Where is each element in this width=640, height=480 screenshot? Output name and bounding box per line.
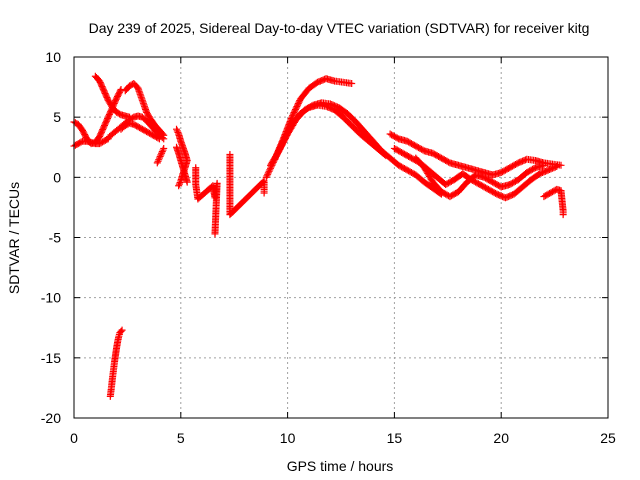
data-point: [154, 157, 162, 165]
axis-ticks: 0 5 10 15 20 25 -20 -15 -10 -5 0 5 10: [41, 49, 616, 446]
data-point: [551, 163, 559, 171]
y-tick-label: 10: [45, 49, 61, 65]
data-points: [70, 72, 567, 400]
x-tick-label: 25: [600, 430, 616, 446]
data-point: [158, 149, 166, 157]
data-point: [277, 142, 285, 150]
y-tick-label: -15: [41, 350, 61, 366]
data-point: [271, 154, 279, 162]
data-series: [412, 154, 548, 201]
data-point: [276, 143, 284, 151]
data-point: [289, 112, 297, 120]
data-point: [173, 127, 181, 135]
data-series: [153, 144, 168, 167]
data-point: [160, 144, 168, 152]
data-point: [154, 134, 162, 142]
data-point: [553, 163, 561, 171]
data-point: [276, 145, 284, 153]
data-series: [121, 79, 168, 139]
data-point: [263, 172, 271, 180]
data-series: [106, 326, 126, 400]
data-point: [175, 182, 183, 190]
y-axis-label: SDTVAR / TECUs: [6, 182, 22, 294]
data-series: [540, 185, 567, 219]
data-point: [294, 101, 302, 109]
data-point: [382, 152, 390, 160]
data-point: [264, 169, 272, 177]
data-point: [156, 152, 164, 160]
data-point: [266, 166, 274, 174]
data-point: [158, 148, 166, 156]
x-tick-label: 0: [70, 430, 78, 446]
data-point: [271, 155, 279, 163]
data-point: [173, 125, 181, 133]
chart-title: Day 239 of 2025, Sidereal Day-to-day VTE…: [89, 20, 590, 36]
data-point: [381, 151, 389, 159]
data-point: [117, 327, 125, 335]
data-point: [260, 189, 268, 197]
data-point: [294, 100, 302, 108]
data-point: [291, 106, 299, 114]
data-point: [155, 154, 163, 162]
data-point: [159, 146, 167, 154]
data-point: [293, 103, 301, 111]
data-point: [183, 178, 191, 186]
data-point: [153, 159, 161, 167]
data-point: [155, 135, 163, 143]
data-point: [155, 156, 163, 164]
data-series: [271, 101, 390, 163]
data-point: [289, 110, 297, 118]
data-series: [192, 150, 268, 238]
data-point: [295, 98, 303, 106]
data-point: [559, 211, 567, 219]
data-point: [177, 177, 185, 185]
data-point: [278, 140, 286, 148]
data-point: [157, 151, 165, 159]
data-point: [159, 130, 167, 138]
x-tick-label: 15: [387, 430, 403, 446]
y-tick-label: -10: [41, 290, 61, 306]
data-point: [291, 107, 299, 115]
y-tick-label: 0: [53, 169, 61, 185]
data-point: [274, 148, 282, 156]
data-point: [540, 161, 548, 169]
data-point: [118, 326, 126, 334]
data-point: [262, 173, 270, 181]
data-point: [175, 180, 183, 188]
data-point: [273, 151, 281, 159]
data-point: [174, 128, 182, 136]
data-point: [292, 104, 300, 112]
x-tick-label: 5: [177, 430, 185, 446]
data-point: [160, 131, 168, 139]
data-series: [117, 119, 163, 143]
y-tick-label: -20: [41, 410, 61, 426]
data-point: [265, 167, 273, 175]
x-tick-label: 20: [493, 430, 509, 446]
x-axis-label: GPS time / hours: [287, 458, 394, 474]
data-series: [173, 143, 191, 186]
data-point: [348, 79, 356, 87]
data-point: [274, 149, 282, 157]
data-point: [275, 146, 283, 154]
y-tick-label: 5: [53, 109, 61, 125]
data-point: [264, 170, 272, 178]
data-point: [557, 161, 565, 169]
data-point: [290, 109, 298, 117]
data-point: [211, 230, 219, 238]
data-point: [272, 152, 280, 160]
y-tick-label: -5: [49, 230, 62, 246]
x-tick-label: 10: [280, 430, 296, 446]
data-point: [176, 179, 184, 187]
